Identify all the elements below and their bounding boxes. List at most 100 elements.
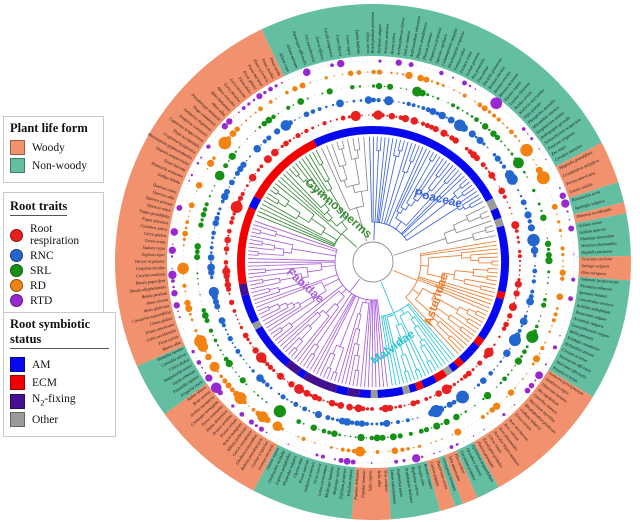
n2-fixing-label: N2-fixing (32, 393, 76, 408)
svg-text:Corylus avellana: Corylus avellana (136, 271, 165, 278)
svg-text:Veronica chamaedrys: Veronica chamaedrys (581, 240, 618, 248)
life-form-ring (115, 3, 632, 520)
svg-text:Betula pendula: Betula pendula (141, 290, 167, 299)
phylogenetic-tree (247, 136, 499, 388)
legend-item-root-respiration: Root respiration (10, 223, 97, 247)
svg-text:Betula papyrifera: Betula papyrifera (136, 278, 166, 286)
legend-item-ecm: ECM (10, 375, 109, 390)
rd-swatch (10, 279, 23, 292)
svg-text:Vitis vinifera: Vitis vinifera (383, 470, 389, 492)
svg-text:Arabidopsis thaliana: Arabidopsis thaliana (404, 466, 415, 503)
svg-text:Fagus grandifolia: Fagus grandifolia (138, 208, 170, 219)
svg-text:Vicia cracca: Vicia cracca (312, 463, 322, 485)
legend-life-form-title: Plant life form (10, 121, 88, 135)
svg-text:Galium aparine: Galium aparine (579, 226, 606, 235)
ecm-label: ECM (32, 376, 57, 389)
rtd-swatch (10, 294, 23, 307)
svg-text:Brassica napus: Brassica napus (423, 463, 434, 490)
svg-text:Medicago sativa: Medicago sativa (331, 467, 341, 496)
srl-swatch (10, 264, 23, 277)
woody-label: Woody (32, 141, 65, 154)
svg-text:Alnus incana: Alnus incana (145, 297, 169, 306)
svg-text:Convolvulus arvensis: Convolvulus arvensis (578, 296, 615, 308)
svg-text:Carpinus betulus: Carpinus betulus (136, 265, 165, 271)
svg-text:Salix caprea: Salix caprea (367, 470, 372, 491)
am-swatch (10, 357, 25, 372)
legend-item-other: Other (10, 412, 109, 428)
svg-text:Carya glabra: Carya glabra (143, 230, 166, 238)
root-respiration-swatch (10, 228, 23, 242)
trait-dot-rings (168, 59, 576, 465)
n2-fixing-swatch (10, 393, 25, 409)
svg-text:Euphorbia esula: Euphorbia esula (396, 468, 404, 497)
trait-ring-srl (194, 82, 553, 442)
legend-plant-life-form: Plant life form Woody Non-woody (3, 116, 104, 183)
legend-symbiotic-title: Root symbiotic status (10, 317, 109, 349)
svg-text:Castanea sativa: Castanea sativa (140, 223, 167, 232)
svg-text:Populus tremula: Populus tremula (360, 470, 366, 499)
svg-text:Luzula campestris: Luzula campestris (323, 26, 334, 58)
svg-text:Brachypodium pinnatum: Brachypodium pinnatum (370, 12, 375, 54)
clade-malvidae (380, 281, 455, 386)
svg-text:Betula alleghaniensis: Betula alleghaniensis (130, 284, 167, 294)
svg-text:Arrhenatherum elatius: Arrhenatherum elatius (396, 17, 406, 57)
clade-basal (321, 136, 369, 242)
svg-text:Glycine max: Glycine max (292, 457, 304, 479)
svg-text:Galium verum: Galium verum (578, 219, 603, 228)
legend-item-rnc: RNC (10, 249, 97, 262)
svg-text:Juglans regia: Juglans regia (142, 245, 165, 251)
legend-item-n2-fixing: N2-fixing (10, 393, 109, 409)
legend-item-woody: Woody (10, 140, 97, 155)
nonwoody-swatch (10, 158, 25, 173)
legend-item-rd: RD (10, 279, 97, 292)
legend-root-symbiotic-status: Root symbiotic status AM ECM N2-fixing O… (3, 312, 116, 438)
svg-text:Carex nigra: Carex nigra (345, 34, 352, 55)
svg-text:Nicotiana tabacum: Nicotiana tabacum (579, 283, 612, 292)
svg-text:Medicago lupulina: Medicago lupulina (323, 466, 334, 499)
trait-ring-rd (177, 69, 566, 457)
svg-text:Fagus sylvatica: Fagus sylvatica (141, 216, 169, 226)
clade-fabidae (247, 220, 388, 388)
legend-item-rtd: RTD (10, 294, 97, 307)
svg-text:Ipomoea batatas: Ipomoea batatas (578, 289, 608, 298)
trait-ring-root-respiration (222, 110, 522, 413)
svg-text:Carex flacca: Carex flacca (335, 34, 343, 56)
svg-text:Quercus alba: Quercus alba (152, 189, 175, 201)
legend-root-traits-title: Root traits (10, 199, 68, 216)
svg-text:Salix alba: Salix alba (377, 470, 382, 487)
rd-label: RD (30, 279, 46, 292)
svg-text:Typha latifolia: Typha latifolia (355, 29, 362, 54)
trait-ring-rnc (207, 96, 540, 427)
clade-basal (393, 206, 496, 256)
ecm-swatch (10, 375, 25, 390)
svg-text:Trifolium repens: Trifolium repens (346, 469, 354, 497)
legend-item-srl: SRL (10, 264, 97, 277)
clade-poaceae (369, 136, 483, 241)
legend-item-nonwoody: Non-woody (10, 158, 97, 173)
clade-asteridae (392, 240, 499, 354)
symbiotic-status-ring (237, 126, 509, 398)
root-respiration-label: Root respiration (30, 223, 80, 247)
legend-item-am: AM (10, 357, 109, 372)
clade-label-fabidae: Fabidae (284, 265, 327, 306)
svg-text:Sinapis alba: Sinapis alba (417, 465, 426, 486)
svg-text:Avena sativa: Avena sativa (389, 33, 396, 56)
rnc-swatch (10, 249, 23, 262)
nonwoody-label: Non-woody (32, 159, 87, 172)
svg-text:Digitalis purpurea: Digitalis purpurea (580, 248, 612, 254)
svg-text:Ostrya virginiana: Ostrya virginiana (135, 259, 165, 264)
am-label: AM (32, 358, 51, 371)
svg-text:Trifolium pratense: Trifolium pratense (338, 468, 347, 500)
svg-text:Carica papaya: Carica papaya (429, 461, 441, 486)
svg-text:Populus deltoides: Populus deltoides (353, 469, 360, 501)
rnc-label: RNC (30, 249, 54, 262)
svg-text:Ulmus glabra: Ulmus glabra (149, 315, 173, 326)
svg-text:Oryza sativa: Oryza sativa (366, 32, 372, 53)
svg-text:Plantago lanceolata: Plantago lanceolata (579, 233, 614, 242)
srl-label: SRL (30, 264, 52, 277)
svg-text:Holcus lanatus: Holcus lanatus (402, 30, 411, 57)
svg-text:Carya ovata: Carya ovata (144, 238, 165, 245)
woody-swatch (10, 140, 25, 155)
svg-text:Quercus robur: Quercus robur (147, 202, 172, 213)
